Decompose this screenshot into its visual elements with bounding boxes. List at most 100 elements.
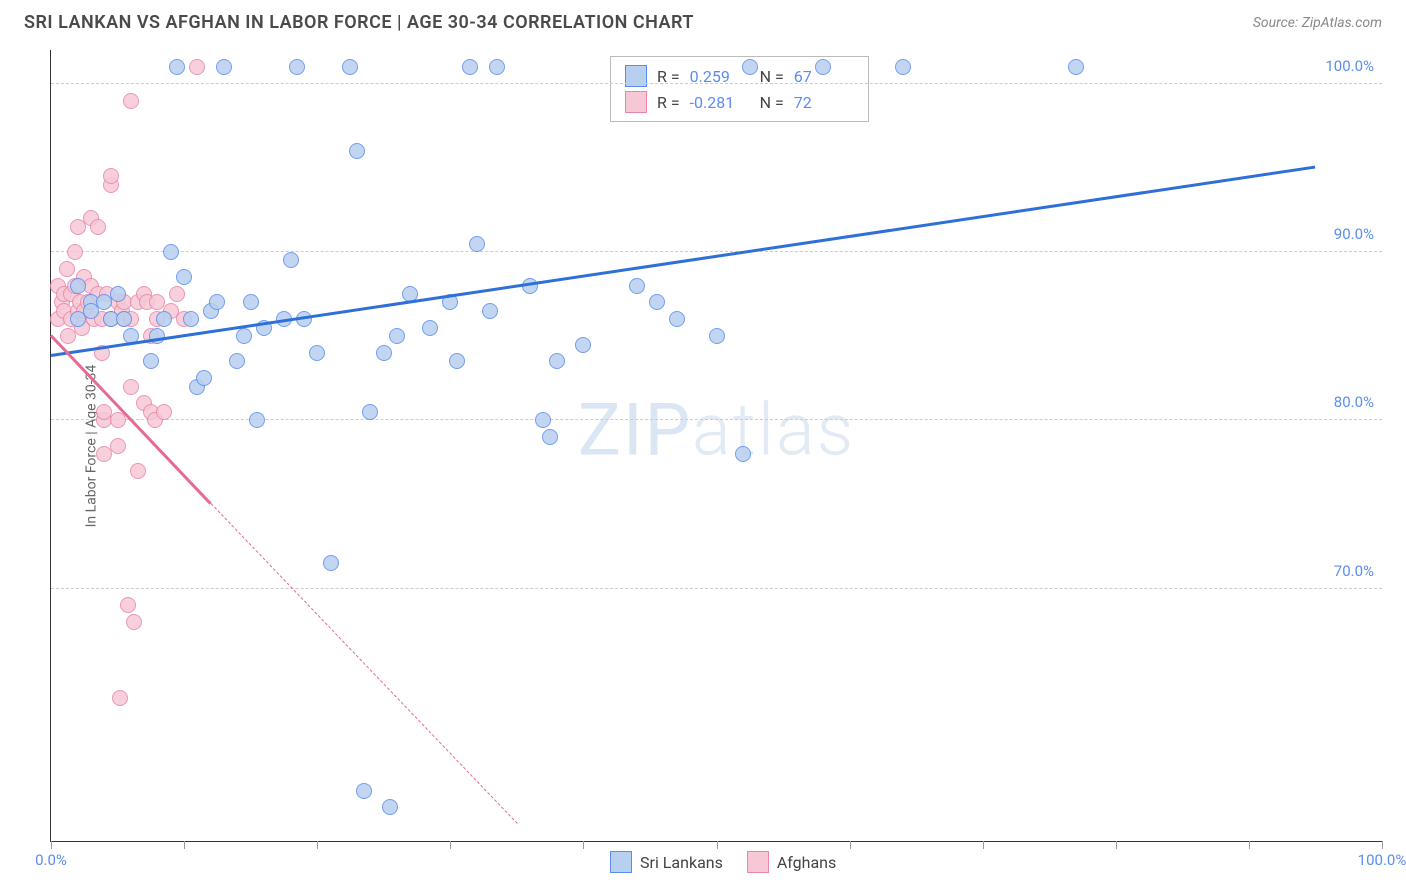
series-legend: Sri Lankans Afghans bbox=[610, 851, 836, 873]
x-tick bbox=[1382, 841, 1383, 849]
trend-line bbox=[51, 165, 1316, 356]
scatter-point-sri_lankans bbox=[362, 404, 378, 420]
scatter-point-afghans bbox=[112, 690, 128, 706]
scatter-point-afghans bbox=[123, 379, 139, 395]
scatter-point-sri_lankans bbox=[229, 353, 245, 369]
x-tick bbox=[184, 841, 185, 849]
scatter-point-sri_lankans bbox=[236, 328, 252, 344]
scatter-point-sri_lankans bbox=[356, 783, 372, 799]
scatter-point-sri_lankans bbox=[70, 278, 86, 294]
scatter-point-sri_lankans bbox=[895, 59, 911, 75]
chart-source: Source: ZipAtlas.com bbox=[1253, 15, 1382, 31]
x-tick bbox=[51, 841, 52, 849]
scatter-point-sri_lankans bbox=[249, 412, 265, 428]
scatter-point-sri_lankans bbox=[156, 311, 172, 327]
scatter-point-sri_lankans bbox=[216, 59, 232, 75]
x-tick bbox=[450, 841, 451, 849]
scatter-point-sri_lankans bbox=[110, 286, 126, 302]
n-value: 72 bbox=[794, 93, 854, 112]
scatter-point-afghans bbox=[110, 438, 126, 454]
scatter-point-sri_lankans bbox=[542, 429, 558, 445]
scatter-point-afghans bbox=[59, 261, 75, 277]
x-tick bbox=[983, 841, 984, 849]
scatter-point-sri_lankans bbox=[449, 353, 465, 369]
scatter-point-sri_lankans bbox=[183, 311, 199, 327]
legend-series-label: Sri Lankans bbox=[640, 853, 723, 872]
scatter-point-afghans bbox=[189, 59, 205, 75]
scatter-point-afghans bbox=[120, 597, 136, 613]
scatter-point-sri_lankans bbox=[116, 311, 132, 327]
scatter-point-sri_lankans bbox=[169, 59, 185, 75]
y-tick-label: 100.0% bbox=[1325, 57, 1374, 75]
legend-swatch bbox=[610, 851, 632, 873]
scatter-point-sri_lankans bbox=[382, 799, 398, 815]
x-tick bbox=[850, 841, 851, 849]
scatter-point-sri_lankans bbox=[535, 412, 551, 428]
scatter-point-sri_lankans bbox=[323, 555, 339, 571]
scatter-point-sri_lankans bbox=[283, 252, 299, 268]
y-tick-label: 80.0% bbox=[1334, 393, 1374, 411]
grid-line bbox=[51, 251, 1382, 252]
scatter-point-afghans bbox=[110, 412, 126, 428]
scatter-point-sri_lankans bbox=[462, 59, 478, 75]
scatter-point-sri_lankans bbox=[1068, 59, 1084, 75]
scatter-point-sri_lankans bbox=[709, 328, 725, 344]
scatter-point-sri_lankans bbox=[669, 311, 685, 327]
x-tick bbox=[1249, 841, 1250, 849]
scatter-point-sri_lankans bbox=[309, 345, 325, 361]
legend-swatch bbox=[625, 91, 647, 113]
legend-series-label: Afghans bbox=[777, 853, 836, 872]
scatter-point-sri_lankans bbox=[163, 244, 179, 260]
scatter-point-afghans bbox=[169, 286, 185, 302]
scatter-point-sri_lankans bbox=[629, 278, 645, 294]
x-tick bbox=[317, 841, 318, 849]
scatter-point-sri_lankans bbox=[176, 269, 192, 285]
x-tick-label: 0.0% bbox=[35, 851, 67, 869]
watermark-bold: ZIP bbox=[578, 387, 692, 472]
scatter-point-afghans bbox=[130, 463, 146, 479]
chart-title: SRI LANKAN VS AFGHAN IN LABOR FORCE | AG… bbox=[24, 12, 694, 33]
scatter-point-afghans bbox=[123, 93, 139, 109]
scatter-point-sri_lankans bbox=[815, 59, 831, 75]
x-tick bbox=[717, 841, 718, 849]
scatter-point-sri_lankans bbox=[469, 236, 485, 252]
scatter-point-sri_lankans bbox=[549, 353, 565, 369]
scatter-chart: ZIPatlas R =0.259N =67R =-0.281N =72 Sri… bbox=[50, 50, 1382, 842]
chart-header: SRI LANKAN VS AFGHAN IN LABOR FORCE | AG… bbox=[0, 0, 1406, 41]
scatter-point-sri_lankans bbox=[376, 345, 392, 361]
legend-swatch bbox=[625, 65, 647, 87]
scatter-point-sri_lankans bbox=[422, 320, 438, 336]
scatter-point-afghans bbox=[90, 219, 106, 235]
x-tick-label: 100.0% bbox=[1358, 851, 1406, 869]
trend-line-dashed bbox=[210, 504, 517, 824]
grid-line bbox=[51, 588, 1382, 589]
scatter-point-sri_lankans bbox=[649, 294, 665, 310]
r-label: R = bbox=[657, 93, 680, 112]
legend-series-item: Afghans bbox=[747, 851, 836, 873]
scatter-point-sri_lankans bbox=[742, 59, 758, 75]
legend-series-item: Sri Lankans bbox=[610, 851, 723, 873]
watermark-thin: atlas bbox=[692, 387, 855, 472]
scatter-point-sri_lankans bbox=[289, 59, 305, 75]
n-label: N = bbox=[760, 93, 784, 112]
grid-line bbox=[51, 83, 1382, 84]
scatter-point-afghans bbox=[103, 168, 119, 184]
x-tick bbox=[583, 841, 584, 849]
scatter-point-sri_lankans bbox=[196, 370, 212, 386]
scatter-point-afghans bbox=[156, 404, 172, 420]
scatter-point-sri_lankans bbox=[243, 294, 259, 310]
scatter-point-sri_lankans bbox=[489, 59, 505, 75]
scatter-point-afghans bbox=[67, 244, 83, 260]
y-tick-label: 70.0% bbox=[1334, 562, 1374, 580]
legend-stat-row: R =-0.281N =72 bbox=[625, 89, 854, 115]
scatter-point-sri_lankans bbox=[143, 353, 159, 369]
scatter-point-sri_lankans bbox=[149, 328, 165, 344]
scatter-point-sri_lankans bbox=[482, 303, 498, 319]
scatter-point-sri_lankans bbox=[735, 446, 751, 462]
scatter-point-sri_lankans bbox=[342, 59, 358, 75]
x-tick bbox=[1116, 841, 1117, 849]
scatter-point-sri_lankans bbox=[389, 328, 405, 344]
legend-swatch bbox=[747, 851, 769, 873]
scatter-point-sri_lankans bbox=[209, 294, 225, 310]
watermark: ZIPatlas bbox=[578, 387, 855, 472]
